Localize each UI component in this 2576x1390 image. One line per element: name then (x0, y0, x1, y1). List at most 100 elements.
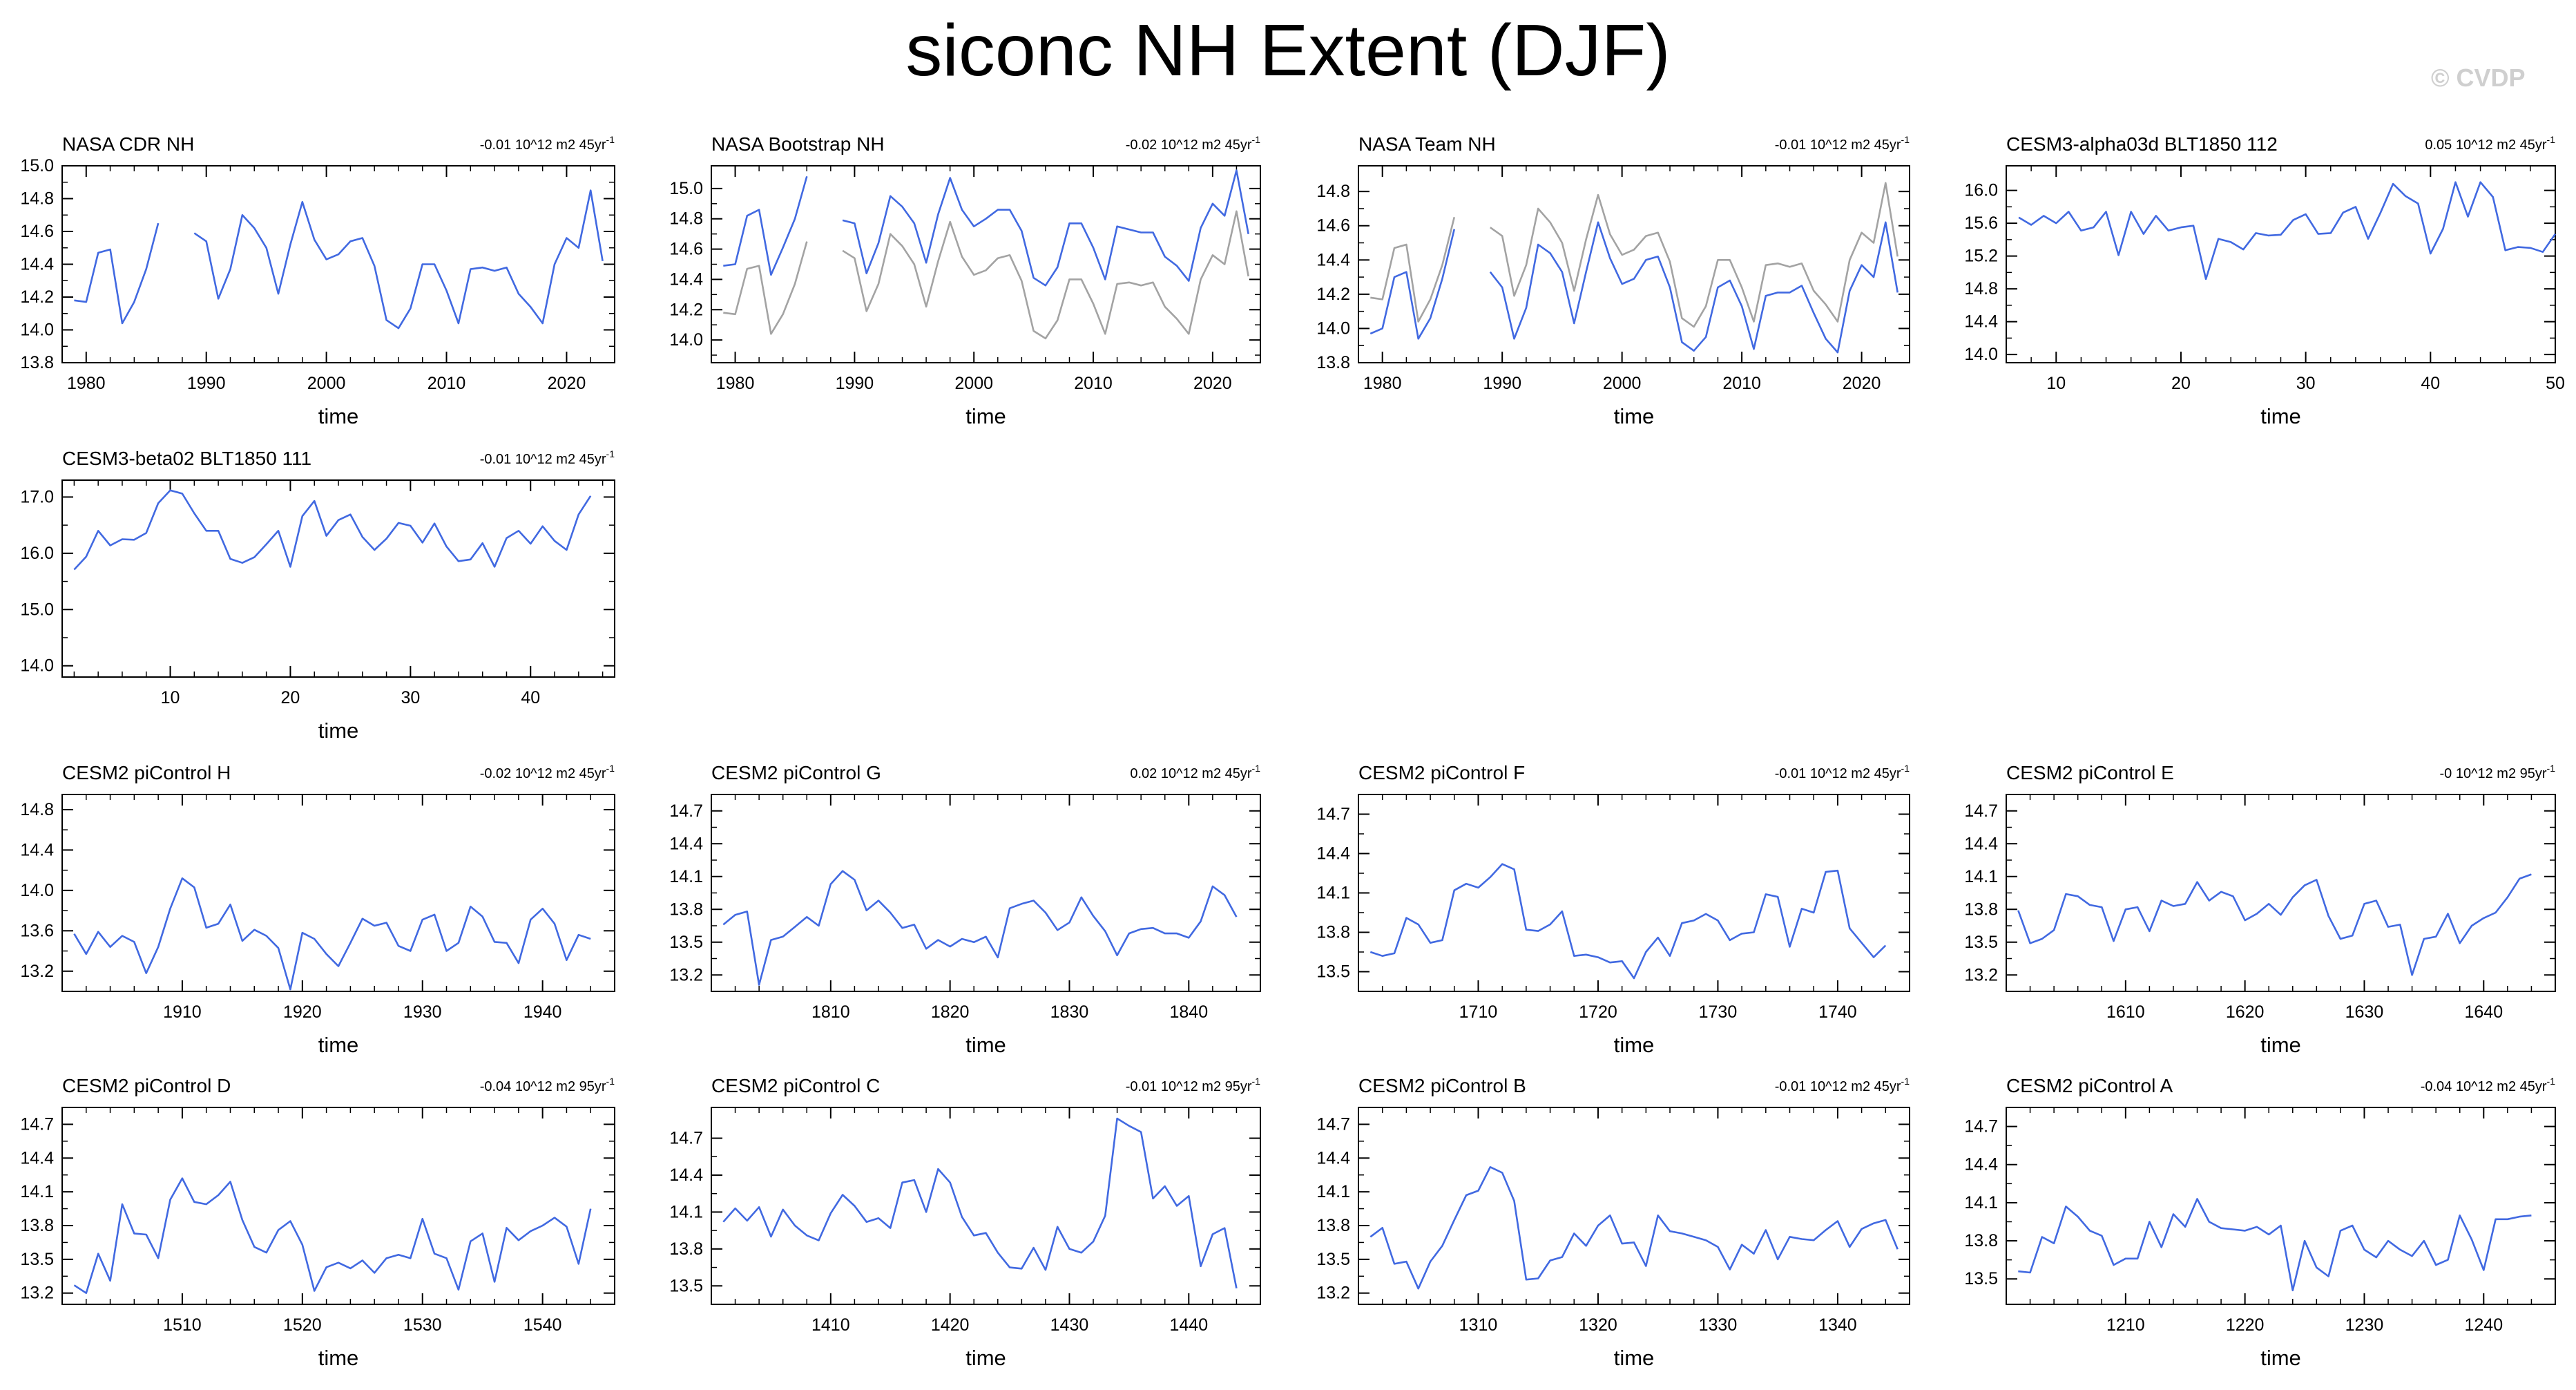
y-tick-label: 14.0 (1964, 345, 1998, 364)
chart-panel: 1810 1820 1830 1840 13.2 13.5 13.8 14.1 14.4 14.7… (669, 762, 1261, 1057)
x-tick-label: 1730 (1699, 1002, 1738, 1022)
panel-title: NASA CDR NH (62, 133, 194, 155)
y-tick-label: 14.8 (1964, 279, 1998, 298)
y-tick-label: 14.4 (1316, 1148, 1350, 1168)
x-tick-label: 1720 (1579, 1002, 1617, 1022)
y-tick-label: 14.4 (1964, 1155, 1998, 1174)
x-tick-label: 1920 (283, 1002, 322, 1022)
x-tick-label: 1520 (283, 1315, 322, 1335)
x-axis-label: time (1614, 1346, 1655, 1370)
x-tick-label: 1420 (931, 1315, 970, 1335)
chart-panel: 10 20 30 40 14.0 15.0 16.0 17.0 CESM3-beta02 BLT… (20, 448, 615, 743)
trend-label: -0.02 10^12 m2 45yr-1 (1126, 134, 1260, 153)
x-tick-label: 1980 (716, 374, 755, 393)
x-tick-label: 2020 (548, 374, 586, 393)
page-title: siconc NH Extent (DJF) (905, 10, 1671, 91)
plot-frame (2006, 165, 2556, 363)
y-tick-label: 14.6 (1316, 216, 1350, 236)
x-tick-label: 1830 (1050, 1002, 1089, 1022)
panel-title: CESM2 piControl D (62, 1075, 231, 1096)
x-axis-label: time (2260, 1033, 2301, 1057)
x-tick-label: 2010 (427, 374, 466, 393)
y-tick-label: 14.7 (1316, 1114, 1350, 1134)
x-tick-label: 10 (161, 688, 180, 707)
trend-label: -0.01 10^12 m2 45yr-1 (480, 134, 615, 153)
chart-panel: 1210 1220 1230 1240 13.5 13.8 14.1 14.4 14.7 CESM… (1964, 1075, 2556, 1370)
series-line (73, 489, 592, 571)
trend-label: -0 10^12 m2 95yr-1 (2440, 763, 2556, 781)
x-tick-label: 10 (2046, 374, 2066, 393)
y-tick-label: 14.1 (1316, 1182, 1350, 1201)
y-tick-label: 13.8 (1316, 923, 1350, 942)
y-tick-label: 14.4 (669, 834, 703, 853)
y-tick-label: 14.1 (1964, 1193, 1998, 1212)
x-tick-label: 1980 (67, 374, 106, 393)
y-tick-label: 14.2 (1316, 285, 1350, 304)
y-tick-label: 16.0 (20, 544, 54, 563)
y-tick-label: 15.0 (669, 179, 703, 198)
x-axis-label: time (2260, 1346, 2301, 1370)
x-tick-label: 2010 (1722, 374, 1761, 393)
chart-panel: 10 20 30 40 50 14.0 14.4 14.8 15.2 15.6 16.0 CESM3-… (1964, 133, 2565, 428)
x-axis-label: time (318, 718, 359, 743)
y-tick-label: 13.8 (669, 1239, 703, 1259)
panel-title: CESM3-alpha03d BLT1850 112 (2006, 133, 2278, 155)
y-tick-label: 14.7 (1316, 805, 1350, 824)
series-line (1369, 863, 1887, 980)
plot-frame (2006, 794, 2556, 992)
panel-title: CESM2 piControl A (2006, 1075, 2173, 1096)
trend-label: -0.01 10^12 m2 45yr-1 (1775, 763, 1910, 781)
x-axis-label: time (965, 1346, 1006, 1370)
chart-panel: 1410 1420 1430 1440 13.5 13.8 14.1 14.4 14.7 CESM… (669, 1075, 1261, 1370)
y-tick-label: 13.5 (1316, 1250, 1350, 1269)
y-tick-label: 14.1 (669, 1202, 703, 1221)
chart-panel: 1980 1990 2000 2010 2020 13.8 14.0 14.2 14.4 14.6… (20, 133, 615, 428)
x-tick-label: 1540 (523, 1315, 562, 1335)
y-tick-label: 13.5 (1964, 1269, 1998, 1288)
y-tick-label: 13.5 (1316, 962, 1350, 982)
x-tick-label: 1990 (187, 374, 226, 393)
x-tick-label: 1220 (2226, 1315, 2265, 1335)
y-tick-label: 13.8 (20, 353, 54, 372)
x-tick-label: 1340 (1818, 1315, 1857, 1335)
plot-frame (1358, 165, 1910, 363)
y-tick-label: 13.6 (20, 921, 54, 940)
panel-title: CESM2 piControl F (1358, 762, 1525, 783)
series-line (1369, 1166, 1899, 1290)
x-axis-label: time (1614, 404, 1655, 428)
x-tick-label: 1210 (2106, 1315, 2145, 1335)
x-axis-label: time (965, 404, 1006, 428)
reference-series-line (723, 210, 1249, 340)
y-tick-label: 14.0 (20, 656, 54, 676)
y-tick-label: 15.0 (20, 600, 54, 619)
x-tick-label: 50 (2546, 374, 2565, 393)
y-tick-label: 14.4 (1316, 844, 1350, 864)
y-tick-label: 13.8 (1964, 899, 1998, 919)
y-tick-label: 14.1 (20, 1182, 54, 1201)
x-tick-label: 2000 (1603, 374, 1642, 393)
plot-frame (1358, 794, 1910, 992)
x-tick-label: 30 (2296, 374, 2316, 393)
x-tick-label: 1810 (811, 1002, 850, 1022)
x-tick-label: 1640 (2464, 1002, 2503, 1022)
plot-frame (711, 165, 1261, 363)
x-axis-label: time (318, 404, 359, 428)
x-tick-label: 1710 (1459, 1002, 1498, 1022)
series-line (73, 877, 591, 991)
panel-title: CESM2 piControl C (711, 1075, 880, 1096)
trend-label: -0.02 10^12 m2 45yr-1 (480, 763, 615, 781)
chart-panel: 1610 1620 1630 1640 13.2 13.5 13.8 14.1 14.4 14.7… (1964, 762, 2556, 1057)
y-tick-label: 14.0 (20, 321, 54, 340)
y-tick-label: 15.2 (1964, 247, 1998, 266)
x-tick-label: 40 (521, 688, 540, 707)
x-tick-label: 1530 (403, 1315, 442, 1335)
y-tick-label: 13.2 (20, 962, 54, 981)
x-tick-label: 1980 (1363, 374, 1402, 393)
y-tick-label: 14.0 (1316, 318, 1350, 338)
series-line (74, 189, 604, 330)
series-line (1369, 221, 1899, 354)
chart-panel: 1510 1520 1530 1540 13.2 13.5 13.8 14.1 14.4 14.7… (20, 1075, 615, 1370)
y-tick-label: 14.4 (20, 255, 54, 274)
trend-label: -0.04 10^12 m2 45yr-1 (2421, 1076, 2555, 1094)
y-tick-label: 13.5 (669, 1276, 703, 1295)
